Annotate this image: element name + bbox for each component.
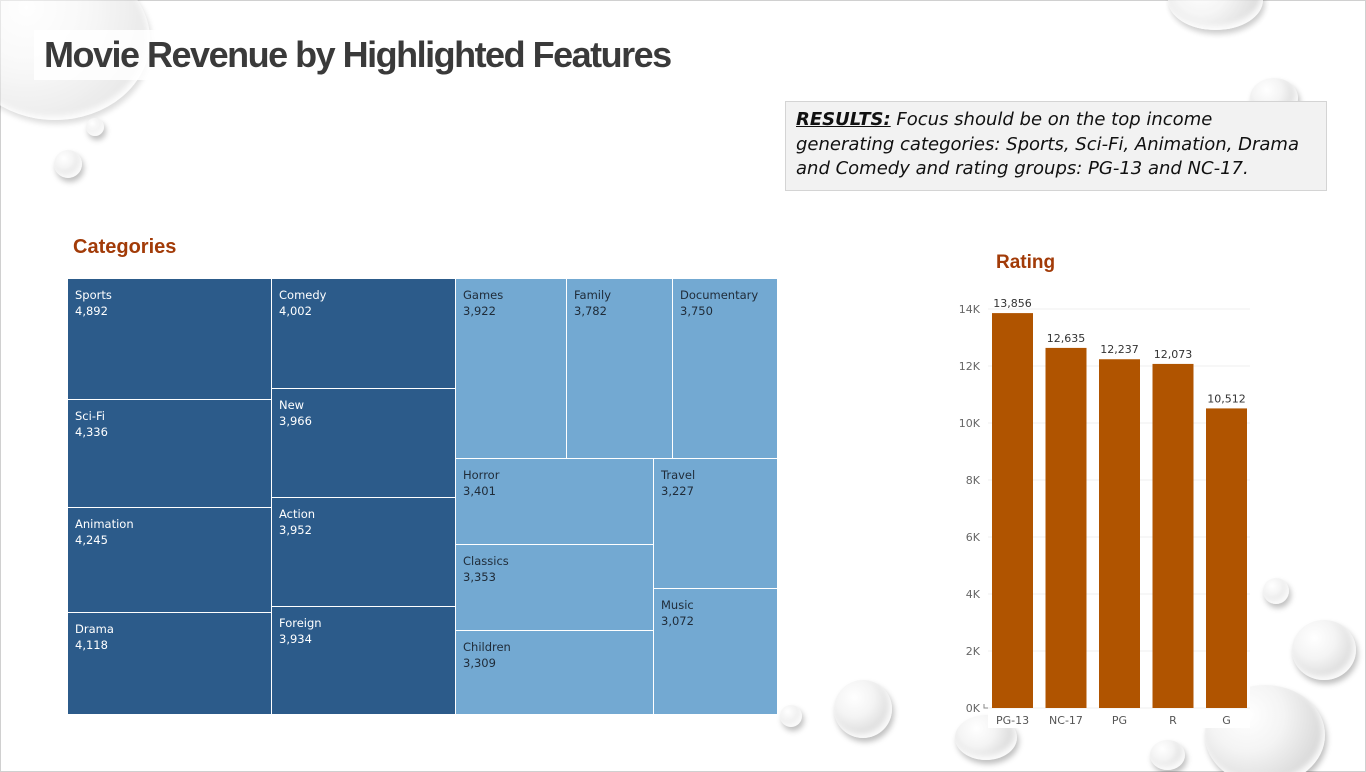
treemap-cell-music: Music 3,072 bbox=[654, 589, 778, 715]
water-drop-decoration bbox=[1263, 578, 1289, 604]
y-tick-label: 14K bbox=[959, 303, 981, 316]
page-title: Movie Revenue by Highlighted Features bbox=[34, 30, 681, 80]
treemap-cell-value: 3,952 bbox=[279, 523, 312, 537]
bar-pg bbox=[1099, 359, 1140, 708]
bar-pg-13 bbox=[992, 313, 1033, 708]
treemap-cell-travel: Travel 3,227 bbox=[654, 459, 778, 589]
axis-corner bbox=[983, 704, 988, 709]
treemap-cell-new: New 3,966 bbox=[272, 389, 456, 498]
treemap-cell-sci-fi: Sci-Fi 4,336 bbox=[68, 400, 272, 508]
water-drop-decoration bbox=[1150, 740, 1185, 770]
data-label: 12,073 bbox=[1154, 348, 1193, 361]
treemap-cell-label: Action bbox=[279, 507, 316, 521]
results-text: Focus should be on the top income genera… bbox=[796, 109, 1299, 179]
data-label: 13,856 bbox=[993, 297, 1032, 310]
treemap-cell-label: Sports bbox=[75, 288, 112, 302]
bar-g bbox=[1206, 408, 1247, 708]
x-tick-label: PG bbox=[1112, 714, 1127, 727]
y-tick-label: 2K bbox=[966, 645, 981, 658]
treemap-cell-value: 3,934 bbox=[279, 632, 312, 646]
treemap-cell-label: Travel bbox=[661, 468, 696, 482]
treemap-cell-drama: Drama 4,118 bbox=[68, 613, 272, 715]
treemap-cell-value: 3,922 bbox=[463, 304, 496, 318]
rating-bar-chart: 0K 2K 4K 6K 8K 10K 12K 14K 13,856 PG-13 12,635 NC-1… bbox=[959, 297, 1250, 728]
x-tick-label: R bbox=[1169, 714, 1177, 727]
y-tick-label: 0K bbox=[966, 702, 981, 715]
water-drop-decoration bbox=[54, 150, 82, 178]
treemap-cell-value: 4,336 bbox=[75, 425, 108, 439]
treemap-cell-label: Horror bbox=[463, 468, 500, 482]
data-label: 10,512 bbox=[1207, 392, 1246, 405]
treemap-cell-children: Children 3,309 bbox=[456, 631, 654, 715]
treemap-cell-label: Sci-Fi bbox=[75, 409, 105, 423]
treemap-cell-label: Classics bbox=[463, 554, 509, 568]
treemap-cell-value: 3,309 bbox=[463, 656, 496, 670]
treemap-cell-label: Animation bbox=[75, 517, 134, 531]
y-tick-label: 6K bbox=[966, 531, 981, 544]
categories-treemap: Sports 4,892 Sci-Fi 4,336 Animation 4,245 Dram… bbox=[68, 279, 778, 715]
treemap-cell-comedy: Comedy 4,002 bbox=[272, 279, 456, 389]
categories-title: Categories bbox=[73, 236, 177, 258]
treemap-cell-value: 3,966 bbox=[279, 414, 312, 428]
y-tick-label: 12K bbox=[959, 360, 981, 373]
treemap-cell-animation: Animation 4,245 bbox=[68, 508, 272, 613]
treemap-cell-value: 4,118 bbox=[75, 638, 108, 652]
results-label: RESULTS: bbox=[796, 109, 891, 130]
treemap-cell-value: 3,782 bbox=[574, 304, 607, 318]
results-note: RESULTS: Focus should be on the top inco… bbox=[785, 101, 1327, 191]
data-label: 12,237 bbox=[1100, 343, 1139, 356]
bar-r bbox=[1152, 363, 1194, 708]
treemap-cell-horror: Horror 3,401 bbox=[456, 459, 654, 545]
treemap-cell-value: 3,072 bbox=[661, 614, 694, 628]
treemap-cell-sports: Sports 4,892 bbox=[68, 279, 272, 400]
rating-title: Rating bbox=[996, 252, 1056, 273]
treemap-cell-label: Family bbox=[574, 288, 612, 302]
treemap-cell-label: Children bbox=[463, 640, 511, 654]
water-drop-decoration bbox=[86, 118, 104, 136]
treemap-cell-label: New bbox=[279, 398, 305, 412]
treemap-cell-value: 3,401 bbox=[463, 484, 496, 498]
treemap-cell-value: 3,227 bbox=[661, 484, 694, 498]
water-drop-decoration bbox=[1292, 620, 1356, 680]
treemap-cell-label: Music bbox=[661, 598, 694, 612]
treemap-cell-value: 3,353 bbox=[463, 570, 496, 584]
treemap-cell-classics: Classics 3,353 bbox=[456, 545, 654, 631]
water-drop-decoration bbox=[780, 705, 802, 727]
treemap-cell-value: 3,750 bbox=[680, 304, 713, 318]
treemap-cell-label: Drama bbox=[75, 622, 114, 636]
x-tick-label: PG-13 bbox=[996, 714, 1029, 727]
x-tick-label: G bbox=[1222, 714, 1231, 727]
treemap-cell-label: Comedy bbox=[279, 288, 327, 302]
treemap-cell-label: Games bbox=[463, 288, 504, 302]
water-drop-decoration bbox=[1168, 0, 1263, 30]
treemap-cell-label: Foreign bbox=[279, 616, 322, 630]
treemap-cell-value: 4,892 bbox=[75, 304, 108, 318]
y-tick-label: 4K bbox=[966, 588, 981, 601]
bar-nc-17 bbox=[1045, 347, 1087, 708]
treemap-cell-games: Games 3,922 bbox=[456, 279, 567, 459]
treemap-cell-foreign: Foreign 3,934 bbox=[272, 607, 456, 715]
water-drop-decoration bbox=[834, 680, 892, 738]
treemap-cell-action: Action 3,952 bbox=[272, 498, 456, 607]
treemap-cell-label: Documentary bbox=[680, 288, 759, 302]
treemap-cell-value: 4,245 bbox=[75, 533, 108, 547]
treemap-cell-family: Family 3,782 bbox=[567, 279, 673, 459]
y-tick-label: 10K bbox=[959, 417, 981, 430]
data-label: 12,635 bbox=[1047, 332, 1086, 345]
treemap-cell-documentary: Documentary 3,750 bbox=[673, 279, 778, 459]
x-tick-label: NC-17 bbox=[1049, 714, 1083, 727]
treemap-cell-value: 4,002 bbox=[279, 304, 312, 318]
y-tick-label: 8K bbox=[966, 474, 981, 487]
